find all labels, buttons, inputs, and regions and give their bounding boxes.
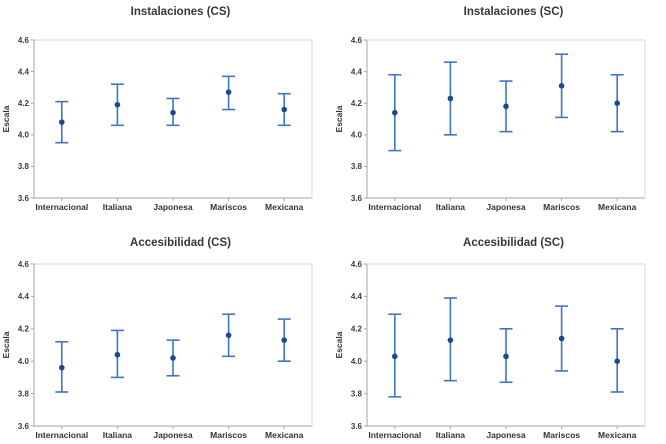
y-axis-title: Escala bbox=[334, 331, 344, 358]
x-category-label: Japonesa bbox=[153, 202, 192, 212]
chart-accesibilidad-cs: 3.6 3.8 4.0 4.2 4.4 4.6 Internacional Italiana J… bbox=[0, 222, 333, 444]
y-tick-label: 4.2 bbox=[18, 325, 30, 334]
y-tick-label: 4.2 bbox=[351, 99, 363, 108]
accesibilidad-cs-plot: 3.6 3.8 4.0 4.2 4.4 4.6 Internacional Italiana J… bbox=[1, 260, 313, 440]
x-category-label: Italiana bbox=[103, 430, 133, 440]
chart-instalaciones-cs: 3.6 3.8 4.0 4.2 4.4 4.6 Internacional Italiana J… bbox=[0, 0, 333, 222]
x-category-label: Internacional bbox=[35, 202, 88, 212]
x-category-label: Internacional bbox=[368, 430, 421, 440]
chart-title: Instalaciones (CS) bbox=[130, 6, 231, 18]
x-category-label: Italiana bbox=[436, 430, 466, 440]
mean-marker bbox=[503, 103, 509, 110]
mean-marker bbox=[558, 335, 565, 342]
mean-marker bbox=[281, 106, 288, 113]
mean-marker bbox=[114, 101, 121, 108]
mean-marker bbox=[392, 353, 398, 360]
y-tick-label: 4.0 bbox=[18, 131, 30, 140]
y-tick-label: 4.2 bbox=[351, 325, 363, 334]
chart-accesibilidad-sc: 3.6 3.8 4.0 4.2 4.4 4.6 Internacional Italiana J… bbox=[333, 222, 666, 444]
y-tick-label: 3.8 bbox=[351, 389, 363, 398]
x-category-label: Mexicana bbox=[598, 202, 637, 212]
y-tick-label: 3.8 bbox=[18, 162, 30, 171]
y-tick-label: 3.6 bbox=[351, 194, 363, 203]
mean-marker bbox=[170, 355, 176, 361]
mean-marker bbox=[503, 353, 509, 360]
y-axis-title: Escala bbox=[1, 105, 11, 132]
y-axis-title: Escala bbox=[1, 331, 11, 358]
x-category-label: Mariscos bbox=[210, 430, 247, 440]
mean-marker bbox=[170, 109, 176, 116]
y-tick-label: 4.4 bbox=[351, 67, 363, 76]
y-tick-label: 4.0 bbox=[18, 357, 30, 366]
y-tick-label: 4.6 bbox=[351, 260, 363, 269]
chart-title: Accesibilidad (CS) bbox=[130, 237, 231, 249]
x-category-label: Japonesa bbox=[486, 202, 525, 212]
mean-marker bbox=[59, 364, 65, 371]
chart-title: Instalaciones (SC) bbox=[463, 6, 564, 18]
mean-marker bbox=[614, 100, 620, 106]
mean-marker bbox=[59, 119, 65, 125]
y-tick-label: 4.4 bbox=[18, 292, 30, 301]
instalaciones-sc-plot: 3.6 3.8 4.0 4.2 4.4 4.6 Internacional Italiana J… bbox=[334, 36, 646, 212]
mean-marker bbox=[225, 332, 232, 339]
mean-marker bbox=[281, 337, 288, 343]
y-tick-label: 4.4 bbox=[18, 67, 30, 76]
x-category-label: Internacional bbox=[35, 430, 88, 440]
y-axis-title: Escala bbox=[334, 105, 344, 132]
chart-instalaciones-sc: 3.6 3.8 4.0 4.2 4.4 4.6 Internacional Italiana J… bbox=[333, 0, 666, 222]
chart-title: Accesibilidad (SC) bbox=[463, 237, 564, 249]
instalaciones-cs-plot: 3.6 3.8 4.0 4.2 4.4 4.6 Internacional Italiana J… bbox=[1, 36, 313, 212]
mean-marker bbox=[225, 89, 232, 95]
y-tick-label: 3.6 bbox=[351, 422, 363, 431]
y-tick-label: 4.4 bbox=[351, 292, 363, 301]
x-category-label: Mexicana bbox=[598, 430, 637, 440]
y-tick-label: 4.6 bbox=[18, 36, 30, 45]
mean-marker bbox=[114, 351, 121, 358]
x-category-label: Mariscos bbox=[543, 202, 580, 212]
mean-marker bbox=[558, 83, 565, 89]
y-tick-label: 4.0 bbox=[351, 131, 363, 140]
x-category-label: Mexicana bbox=[265, 430, 304, 440]
x-category-label: Mexicana bbox=[265, 202, 304, 212]
x-category-label: Mariscos bbox=[210, 202, 247, 212]
mean-marker bbox=[392, 109, 398, 116]
x-category-label: Internacional bbox=[368, 202, 421, 212]
x-category-label: Japonesa bbox=[153, 430, 192, 440]
mean-marker bbox=[447, 95, 454, 102]
x-category-label: Italiana bbox=[103, 202, 133, 212]
y-tick-label: 3.6 bbox=[18, 422, 30, 431]
mean-marker bbox=[447, 337, 454, 343]
x-category-label: Italiana bbox=[436, 202, 466, 212]
mean-marker bbox=[614, 358, 620, 364]
accesibilidad-sc-plot: 3.6 3.8 4.0 4.2 4.4 4.6 Internacional Italiana J… bbox=[334, 260, 646, 440]
x-category-label: Japonesa bbox=[486, 430, 525, 440]
y-tick-label: 3.8 bbox=[18, 389, 30, 398]
y-tick-label: 4.0 bbox=[351, 357, 363, 366]
y-tick-label: 4.6 bbox=[18, 260, 30, 269]
y-tick-label: 3.8 bbox=[351, 162, 363, 171]
x-category-label: Mariscos bbox=[543, 430, 580, 440]
y-tick-label: 4.2 bbox=[18, 99, 30, 108]
y-tick-label: 4.6 bbox=[351, 36, 363, 45]
y-tick-label: 3.6 bbox=[18, 194, 30, 203]
